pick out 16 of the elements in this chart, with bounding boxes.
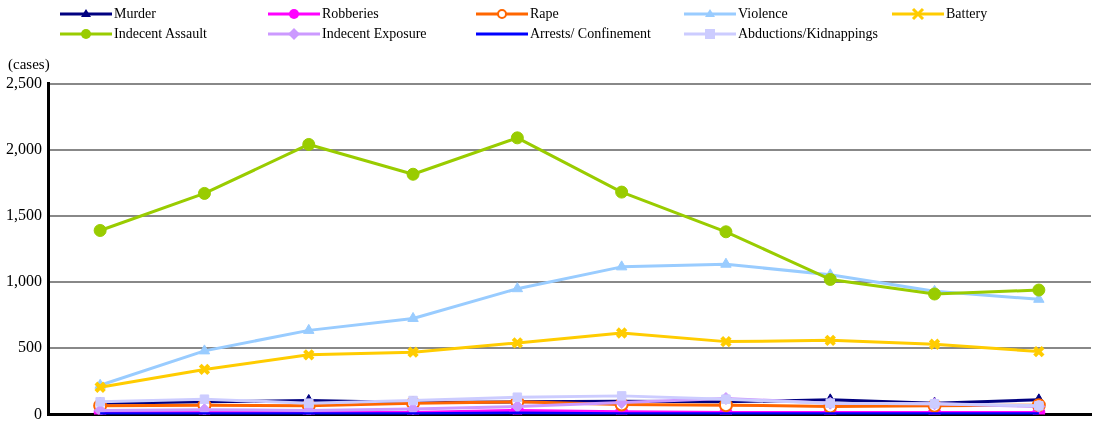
y-tick-label: 2,500 <box>6 73 42 91</box>
legend-label: Violence <box>738 6 788 22</box>
legend-label: Indecent Exposure <box>322 26 427 42</box>
y-tick-label: 2,000 <box>6 139 42 157</box>
y-tick-label: 1,500 <box>6 206 42 224</box>
legend-label: Battery <box>946 6 988 22</box>
y-tick-label: 500 <box>18 338 42 356</box>
y-tick-label: 0 <box>34 404 42 422</box>
legend-label: Indecent Assault <box>114 26 207 42</box>
legend-label: Rape <box>530 6 559 22</box>
legend-label: Murder <box>114 6 156 22</box>
legend-label: Robberies <box>322 6 379 22</box>
legend-label: Abductions/Kidnappings <box>738 26 878 42</box>
y-axis-title: (cases) <box>8 56 50 73</box>
legend-label: Arrests/ Confinement <box>530 26 651 42</box>
y-tick-label: 1,000 <box>6 272 42 290</box>
